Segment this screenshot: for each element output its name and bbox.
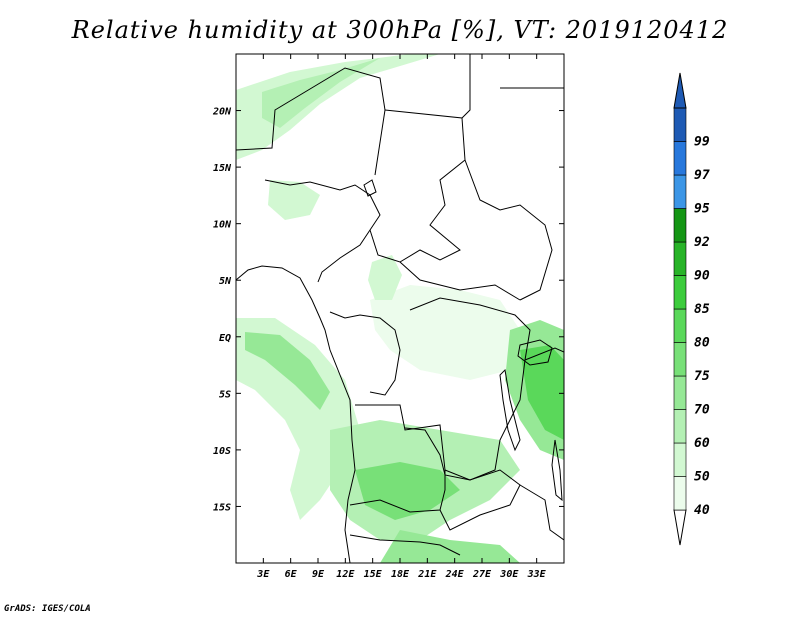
grads-credit: GrADS: IGES/COLA [4,604,91,614]
lon-tick-label: 15E [364,569,383,580]
colorbar-level-label: 80 [694,336,710,351]
lake-malawi [551,439,563,502]
humidity-patch-east-inner [520,345,564,440]
colorbar-band [673,409,687,444]
lat-tick-label: 10N [213,220,232,231]
map-title: Relative humidity at 300hPa [%], VT: 201… [71,16,729,44]
border-nigeria [264,179,381,283]
humidity-patch-nigeria [268,180,320,220]
colorbar-level-label: 60 [694,436,710,451]
latitude-ticks: 20N 15N 10N 5N EQ 5S 10S 15S [212,107,564,513]
border-drc [404,297,531,481]
lon-tick-label: 12E [336,569,355,580]
lon-tick-label: 3E [256,569,270,580]
lon-tick-label: 30E [499,569,519,580]
humidity-patch-southeast [380,530,520,563]
colorbar-band [673,308,687,343]
lake-chad [363,179,377,197]
lon-tick-label: 18E [391,569,410,580]
colorbar-band [673,241,687,276]
lon-tick-label: 27E [472,569,492,580]
humidity-field [236,54,564,563]
lat-tick-label: EQ [219,333,231,344]
border-sahara-2 [461,54,471,119]
lat-tick-label: 20N [212,107,232,118]
colorbar-level-label: 75 [694,369,710,384]
colorbar-level-label: 90 [694,269,710,284]
lon-tick-label: 21E [417,569,437,580]
colorbar-level-label: 95 [694,202,710,217]
colorbar-level-label: 50 [694,470,710,485]
colorbar-band [673,375,687,410]
lake-tanganyika [499,368,521,452]
colorbar-level-label: 70 [694,403,710,418]
border-botswana [349,534,461,556]
colorbar-level-label: 85 [694,302,710,317]
coastline-west [236,265,356,563]
border-car [399,261,521,301]
colorbar-level-label: 99 [694,135,710,150]
border-niger-chad [369,109,466,263]
humidity-patch-cameroon [368,255,402,300]
lon-tick-label: 6E [285,569,298,580]
colorbar-level-label: 40 [694,503,710,518]
colorbar-high-triangle [673,72,687,109]
lat-tick-label: 15S [213,502,231,513]
longitude-ticks: 3E 6E 9E 12E 15E 18E 21E 24E 27E 30E 33E [256,54,547,580]
lon-tick-label: 9E [312,569,325,580]
lon-tick-label: 33E [527,569,547,580]
humidity-patch-gulf [236,318,360,520]
colorbar-band [673,208,687,243]
colorbar-band [673,141,687,176]
colorbar-band [673,476,687,511]
lat-tick-label: 15N [213,163,232,174]
lon-tick-label: 24E [445,569,465,580]
humidity-patch-congo [370,285,520,380]
humidity-patch-north-inner [262,58,380,128]
lake-victoria [517,339,553,366]
colorbar-band [673,342,687,377]
country-borders [236,54,564,563]
border-mozambique [519,484,564,541]
lat-tick-label: 5S [219,389,231,400]
border-angola [349,404,446,513]
border-tanzania [524,347,564,361]
colorbar-level-label: 92 [694,235,710,250]
colorbar-band [673,174,687,209]
colorbar-band [673,442,687,477]
lat-tick-label: 5N [219,276,232,287]
colorbar-level-label: 97 [694,168,710,183]
humidity-patch-south-inner [355,462,460,520]
border-zambia [439,469,521,531]
colorbar: 40 50 60 70 75 80 85 90 92 95 97 99 [673,72,710,546]
border-congo-1 [329,311,401,396]
colorbar-band [673,275,687,310]
humidity-patch-gulf-inner [245,332,330,410]
humidity-patch-north [236,54,440,160]
border-sudan [464,159,553,301]
lat-tick-label: 10S [213,446,231,457]
colorbar-low-triangle [673,509,687,546]
colorbar-band [673,107,687,142]
